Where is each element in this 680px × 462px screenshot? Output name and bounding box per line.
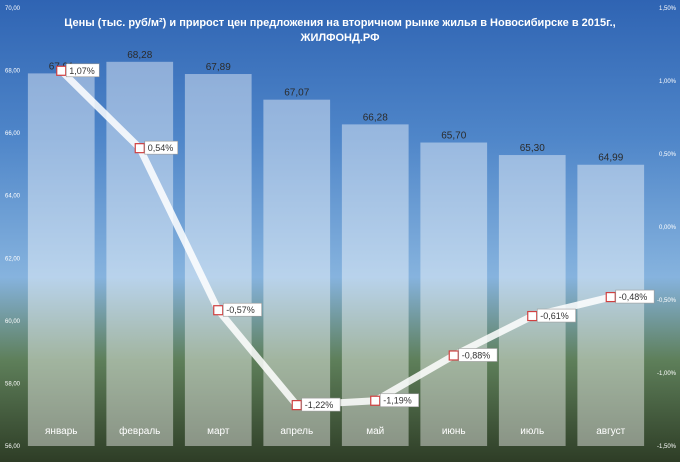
growth-label: -0,88% (462, 350, 491, 360)
y-right-tick-label: 0,50% (659, 152, 677, 158)
growth-label-box (144, 140, 179, 155)
month-label: июль (520, 426, 544, 437)
growth-marker (134, 143, 145, 154)
growth-label-box (65, 63, 100, 78)
y-right-tick-label: -1,50% (657, 444, 677, 450)
price-bar (498, 155, 566, 447)
chart-subtitle: ЖИЛФОНД.РФ (300, 32, 380, 44)
y-right-tick-label: 1,50% (659, 6, 677, 12)
y-left-tick-label: 62,00 (5, 256, 21, 262)
price-bar (420, 142, 488, 446)
price-bar (106, 61, 174, 446)
y-left-tick-label: 70,00 (5, 6, 21, 12)
growth-label: -1,19% (383, 396, 412, 406)
growth-label: 1,07% (69, 66, 95, 76)
month-label: февраль (119, 425, 160, 437)
bar-value-label: 67,89 (206, 62, 231, 73)
growth-label-box (536, 308, 576, 323)
bar-value-label: 66,28 (363, 112, 388, 123)
growth-label: -1,22% (305, 400, 334, 410)
growth-label-box (379, 393, 419, 408)
growth-label: -0,48% (619, 292, 648, 302)
y-right-tick-label: 1,00% (659, 79, 677, 85)
y-left-tick-label: 64,00 (5, 194, 21, 200)
y-left-tick-label: 68,00 (5, 69, 21, 75)
bar-value-label: 64,99 (598, 153, 623, 164)
y-left-tick-label: 60,00 (5, 319, 21, 325)
bar-value-label: 65,30 (520, 143, 545, 154)
growth-marker (213, 305, 224, 316)
growth-label-box (301, 397, 341, 412)
y-left-tick-label: 58,00 (5, 381, 21, 387)
growth-marker (370, 395, 381, 406)
month-label: январь (45, 426, 77, 437)
price-bar (341, 124, 409, 446)
growth-marker (291, 400, 302, 411)
growth-marker (56, 65, 67, 76)
bar-value-label: 67,07 (284, 88, 309, 99)
month-label: март (207, 426, 230, 437)
growth-marker (448, 350, 459, 361)
growth-label: -0,57% (226, 305, 255, 315)
bar-value-label: 65,70 (441, 131, 466, 142)
price-bar (263, 99, 331, 446)
month-label: август (596, 426, 625, 437)
growth-label: 0,54% (148, 143, 174, 153)
growth-marker (605, 291, 616, 303)
y-right-tick-label: 0,00% (659, 225, 677, 231)
y-left-tick-label: 56,00 (5, 444, 21, 450)
y-left-tick-label: 66,00 (5, 131, 21, 137)
growth-label-box (222, 302, 262, 317)
month-label: апрель (280, 426, 313, 437)
month-label: июнь (442, 426, 466, 437)
bar-value-label: 68,28 (127, 50, 152, 61)
growth-label: -0,61% (540, 311, 569, 321)
month-label: май (366, 426, 384, 437)
y-right-tick-label: -0,50% (657, 298, 677, 304)
chart-title: Цены (тыс. руб/м²) и прирост цен предлож… (64, 17, 616, 29)
growth-marker (527, 310, 538, 322)
price-bar (27, 73, 95, 446)
growth-label-box (458, 348, 498, 362)
growth-label-box (615, 289, 655, 304)
y-right-tick-label: -1,00% (657, 371, 677, 377)
